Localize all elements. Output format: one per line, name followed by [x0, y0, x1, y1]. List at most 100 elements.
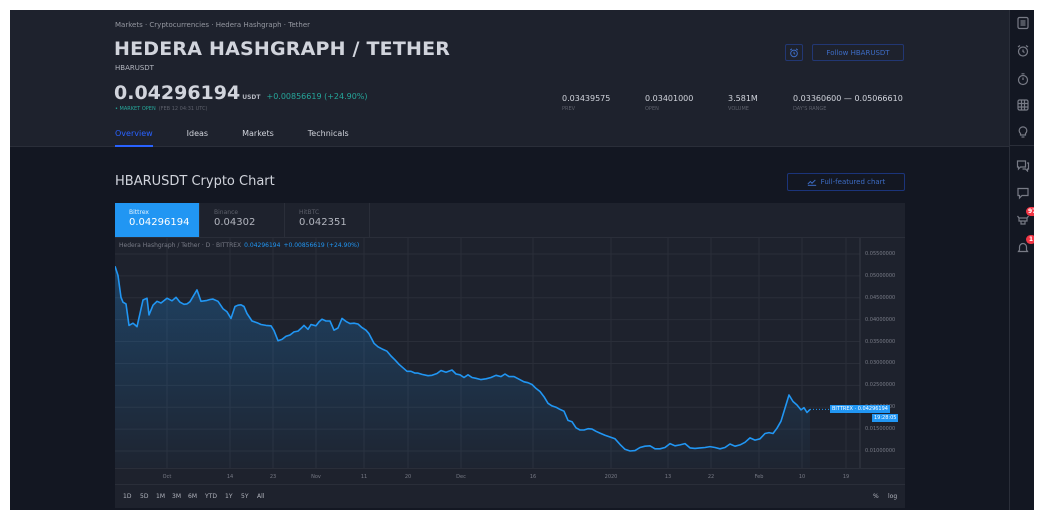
range-ytd[interactable]: YTD — [205, 493, 217, 500]
tab-overview[interactable]: Overview — [115, 129, 153, 147]
symbol-tabs: Overview Ideas Markets Technicals — [115, 129, 383, 147]
price-axis-label: 0.02500000 — [865, 382, 896, 389]
page-title: HEDERA HASHGRAPH / TETHER — [114, 38, 451, 60]
legend-symbol: Hedera Hashgraph / Tether · D · BITTREX — [119, 242, 242, 249]
time-axis-label: 2020 — [604, 474, 618, 480]
idea-bulb-icon — [1018, 125, 1027, 138]
exchange-tab-bittrex[interactable]: Bittrex 0.04296194 — [115, 203, 200, 237]
stat-days-range: 0.03360600 — 0.05066610 DAY'S RANGE — [793, 94, 903, 112]
breadcrumb: Markets · Cryptocurrencies · Hedera Hash… — [115, 21, 310, 29]
price-chart-plot[interactable]: Hedera Hashgraph / Tether · D · BITTREX 0… — [115, 237, 905, 469]
range-6m[interactable]: 6M — [188, 493, 197, 500]
range-1d[interactable]: 1D — [123, 493, 132, 500]
watchlist-icon — [1016, 16, 1029, 29]
price-axis-label: 0.04500000 — [865, 294, 896, 301]
bell-button[interactable]: 1 — [1014, 235, 1034, 255]
stopwatch-icon — [1017, 72, 1028, 85]
exchange-tab-hitbtc[interactable]: HitBTC 0.042351 — [285, 203, 370, 237]
full-featured-chart-button[interactable]: Full-featured chart — [787, 173, 905, 191]
time-axis-label: 19 — [842, 474, 850, 480]
time-axis[interactable]: Oct 14 23 Nov 11 20 Dec 16 2020 13 22 Feb 10 19 — [115, 468, 905, 484]
follow-button[interactable]: Follow HBARUSDT — [812, 44, 904, 61]
percent-scale-toggle[interactable]: % — [873, 493, 879, 500]
time-axis-label: 13 — [664, 474, 672, 480]
set-alert-button[interactable] — [785, 44, 803, 61]
breadcrumb-separator: · — [281, 21, 289, 29]
sidebar-divider — [1010, 145, 1034, 146]
tab-ideas[interactable]: Ideas — [186, 129, 209, 138]
exchange-name: Bittrex — [129, 209, 149, 216]
legend-change: +0.00856619 (+24.90%) — [283, 242, 360, 249]
price-axis-label: 0.01000000 — [865, 448, 896, 454]
range-selector: 1D 5D 1M 3M 6M YTD 1Y 5Y All % log — [115, 484, 905, 508]
exchange-name: HitBTC — [299, 209, 320, 216]
price-line-chart — [115, 238, 861, 469]
alert-clock-icon — [1017, 44, 1028, 57]
time-axis-label: 23 — [269, 474, 277, 480]
range-all[interactable]: All — [257, 493, 265, 500]
time-axis-label: 22 — [707, 474, 715, 480]
range-3m[interactable]: 3M — [172, 493, 181, 500]
exchange-price: 0.042351 — [299, 217, 347, 228]
stat-value: 3.581M — [728, 94, 758, 103]
tab-markets[interactable]: Markets — [242, 129, 274, 138]
time-axis-label: 20 — [404, 474, 412, 480]
main-content: HBARUSDT Crypto Chart Full-featured char… — [10, 147, 1009, 510]
log-scale-toggle[interactable]: log — [888, 493, 898, 500]
stat-label: VOLUME — [728, 106, 749, 112]
range-1y[interactable]: 1Y — [225, 493, 233, 500]
exchange-price: 0.04302 — [214, 217, 256, 228]
chats-button[interactable] — [1014, 156, 1031, 173]
chart-legend: Hedera Hashgraph / Tether · D · BITTREX 0… — [119, 242, 359, 249]
time-axis-label: 14 — [226, 474, 234, 480]
time-axis-label: Dec — [456, 474, 466, 480]
stat-value: 0.03439575 — [562, 94, 611, 103]
tab-technicals[interactable]: Technicals — [307, 129, 349, 138]
range-5y[interactable]: 5Y — [241, 493, 249, 500]
time-axis-label: 16 — [529, 474, 537, 480]
calendar-icon — [1016, 98, 1029, 111]
app-window: Markets · Cryptocurrencies · Hedera Hash… — [10, 10, 1034, 510]
range-5d[interactable]: 5D — [140, 493, 149, 500]
watchlist-button[interactable] — [1014, 14, 1031, 31]
exchange-name: Binance — [214, 209, 239, 216]
time-axis-label: 11 — [360, 474, 368, 480]
breadcrumb-markets[interactable]: Markets — [115, 21, 143, 29]
alerts-button[interactable] — [1014, 42, 1031, 59]
legend-last: 0.04296194 — [244, 242, 281, 249]
notifications-badge: 97 — [1026, 207, 1034, 216]
exchange-tabs: Bittrex 0.04296194 Binance 0.04302 HitBT… — [115, 203, 370, 237]
exchange-price: 0.04296194 — [129, 217, 190, 228]
last-price: 0.04296194 — [114, 82, 241, 104]
ideas-stream-button[interactable] — [1014, 123, 1031, 140]
price-change: +0.00856619 (+24.90%) — [266, 92, 368, 101]
time-axis-label: 10 — [798, 474, 806, 480]
messages-button[interactable] — [1014, 184, 1031, 201]
time-axis-label: Oct — [162, 474, 172, 480]
price-axis-label: 0.05000000 — [865, 272, 896, 279]
stat-value: 0.03401000 — [645, 94, 694, 103]
notifications-button[interactable]: 97 — [1014, 207, 1034, 227]
breadcrumb-hedera[interactable]: Hedera Hashgraph — [215, 21, 282, 29]
calendar-button[interactable] — [1014, 96, 1031, 113]
breadcrumb-cryptocurrencies[interactable]: Cryptocurrencies — [149, 21, 210, 29]
chart-icon — [807, 179, 816, 186]
data-window-button[interactable] — [1014, 70, 1031, 87]
symbol-header: Markets · Cryptocurrencies · Hedera Hash… — [10, 10, 1009, 147]
exchange-tab-binance[interactable]: Binance 0.04302 — [200, 203, 285, 237]
notifications-icon — [1016, 215, 1029, 225]
market-open-label: • MARKET OPEN — [115, 106, 156, 112]
price-axis-label: 0.03000000 — [865, 360, 896, 367]
breadcrumb-separator: · — [142, 21, 150, 29]
chat-icon — [1016, 159, 1029, 172]
stat-label: PREV — [562, 106, 576, 112]
breadcrumb-tether[interactable]: Tether — [288, 21, 311, 29]
range-1m[interactable]: 1M — [156, 493, 165, 500]
price-axis-label: 0.04000000 — [865, 316, 896, 323]
price-axis-label: 0.05500000 — [865, 251, 896, 257]
alarm-icon — [789, 47, 799, 57]
right-sidebar: 97 1 — [1009, 10, 1034, 510]
time-axis-label: Nov — [311, 474, 321, 480]
stat-open: 0.03401000 OPEN — [645, 94, 693, 112]
price-row: 0.04296194 USDT +0.00856619 (+24.90%) — [114, 82, 368, 104]
